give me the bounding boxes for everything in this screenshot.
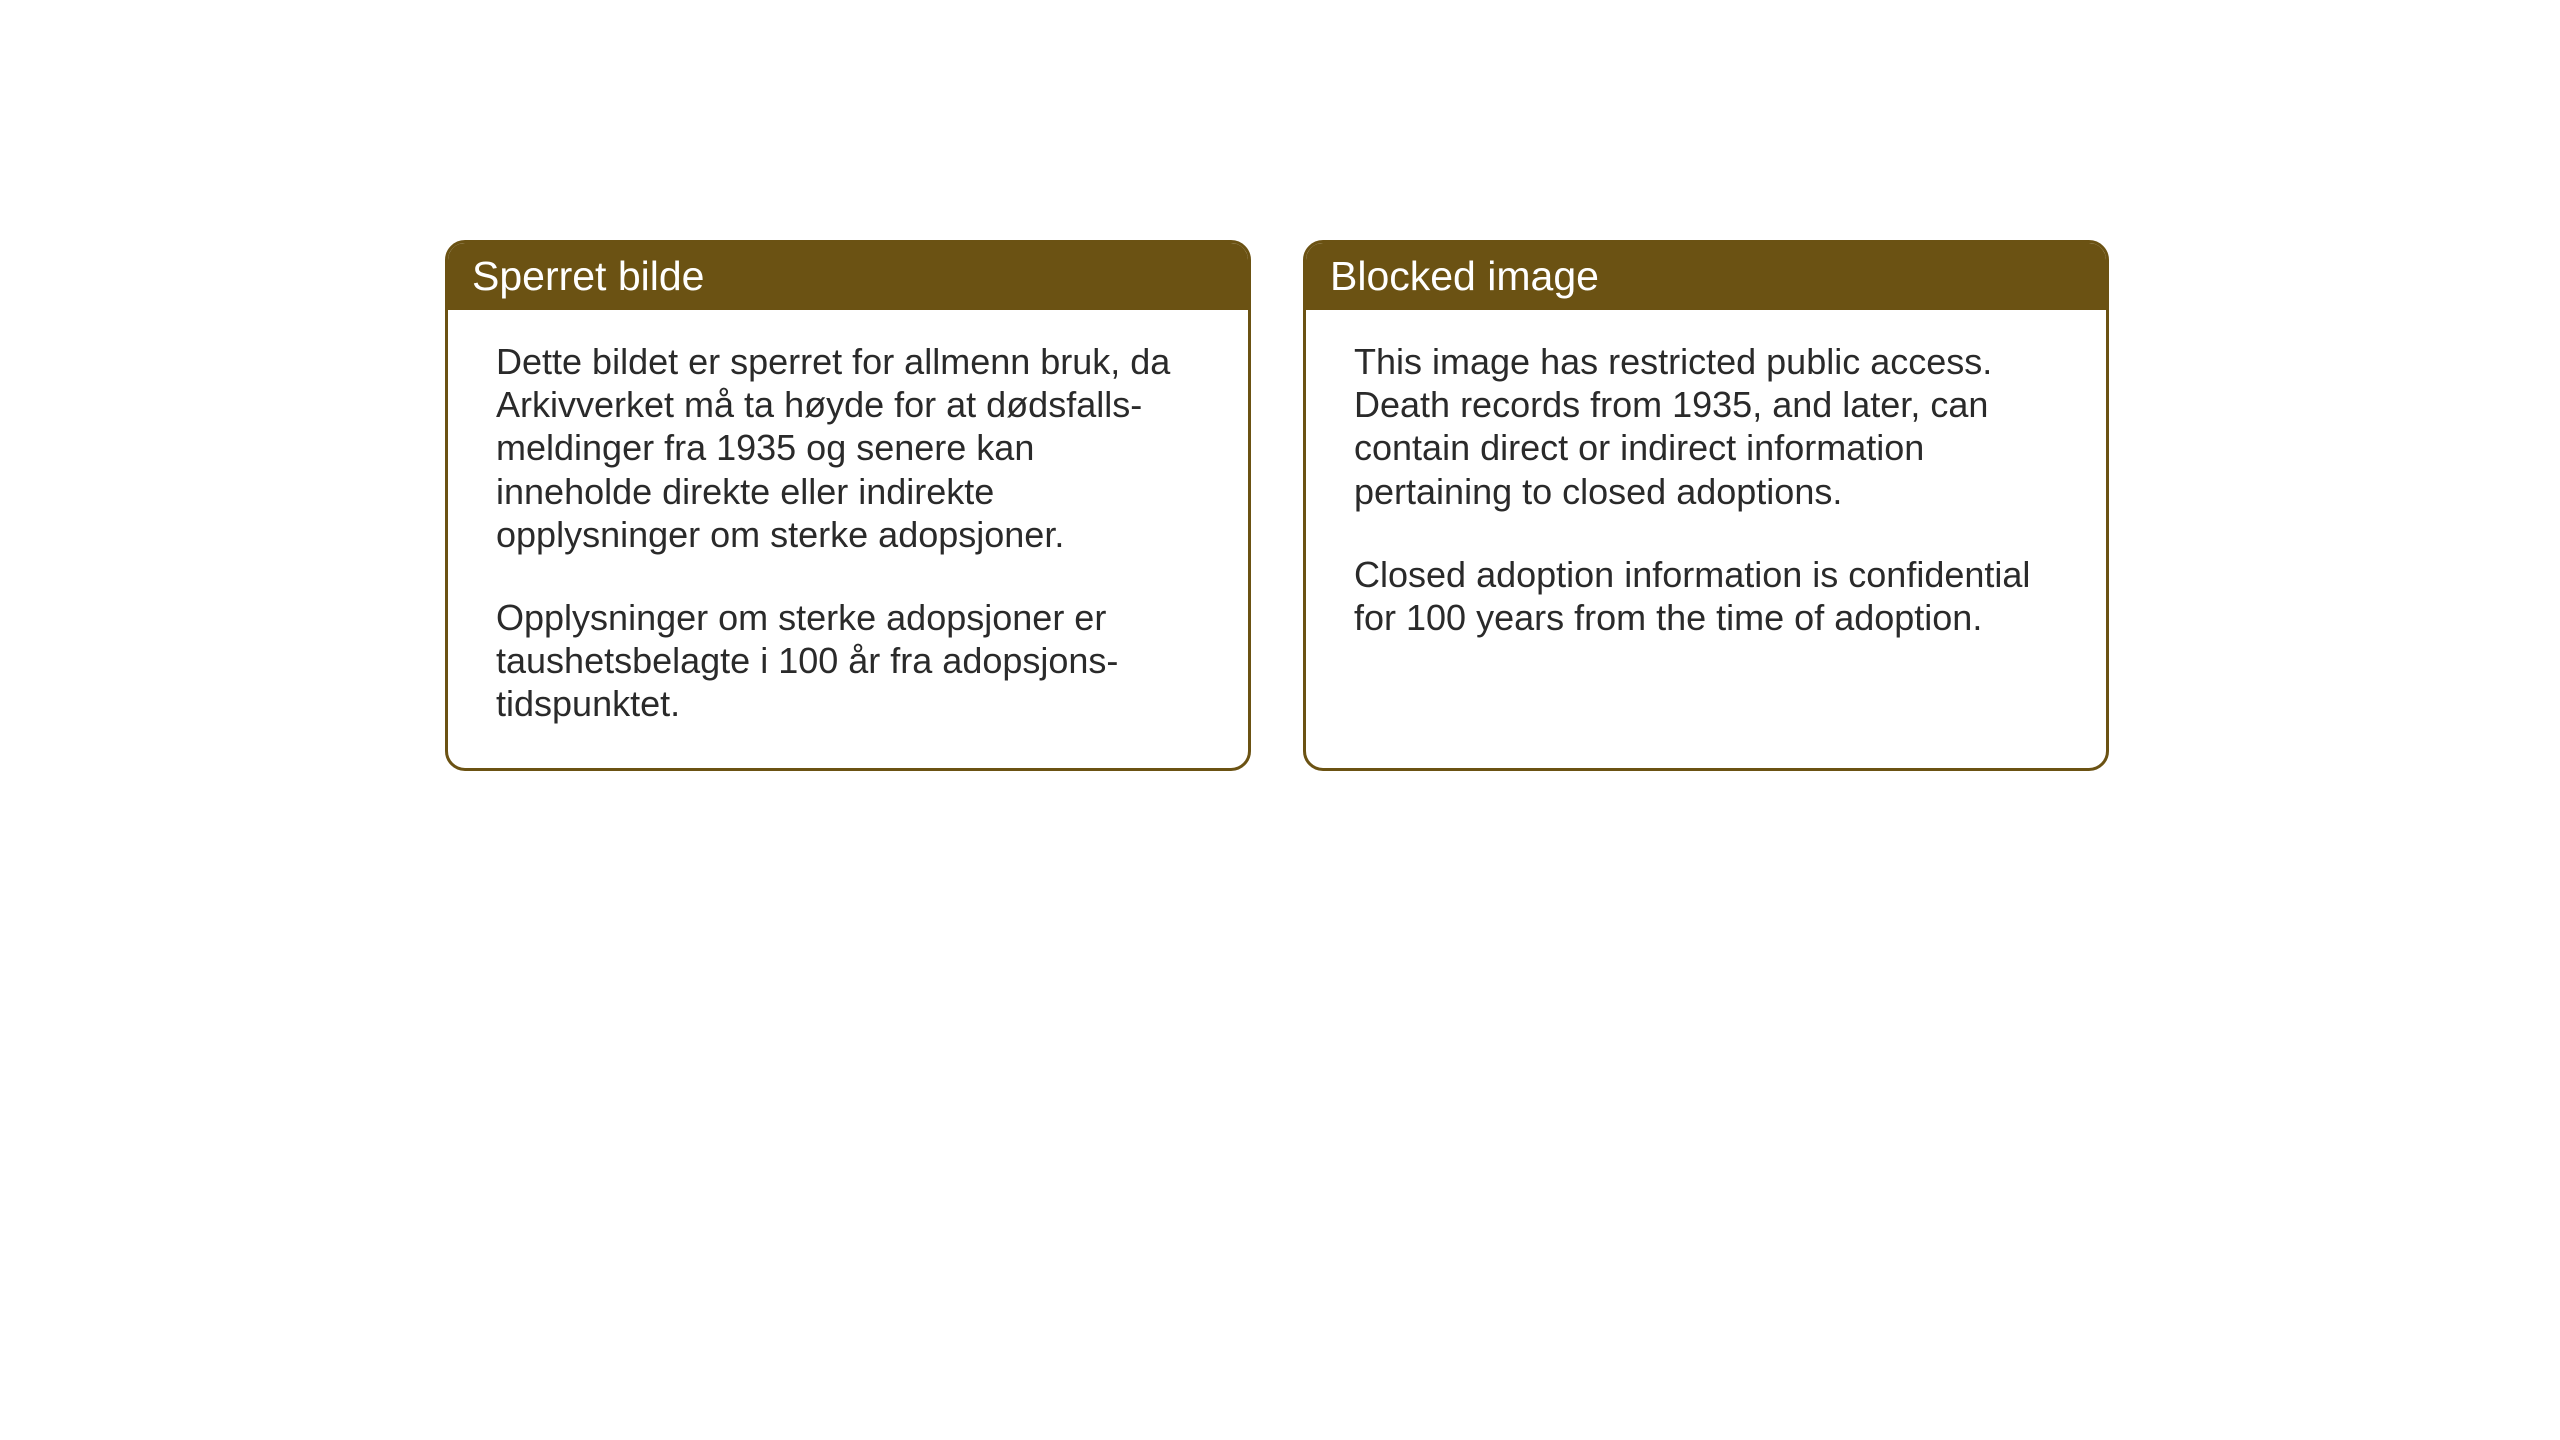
norwegian-card-header: Sperret bilde [448, 243, 1248, 310]
notice-cards-container: Sperret bilde Dette bildet er sperret fo… [445, 240, 2109, 771]
english-paragraph-2: Closed adoption information is confident… [1354, 553, 2058, 639]
english-card-title: Blocked image [1330, 253, 1599, 299]
norwegian-paragraph-2: Opplysninger om sterke adopsjoner er tau… [496, 596, 1200, 726]
norwegian-paragraph-1: Dette bildet er sperret for allmenn bruk… [496, 340, 1200, 556]
english-card-body: This image has restricted public access.… [1306, 310, 2106, 750]
norwegian-card-body: Dette bildet er sperret for allmenn bruk… [448, 310, 1248, 768]
english-notice-card: Blocked image This image has restricted … [1303, 240, 2109, 771]
norwegian-notice-card: Sperret bilde Dette bildet er sperret fo… [445, 240, 1251, 771]
english-paragraph-1: This image has restricted public access.… [1354, 340, 2058, 513]
english-card-header: Blocked image [1306, 243, 2106, 310]
norwegian-card-title: Sperret bilde [472, 253, 704, 299]
